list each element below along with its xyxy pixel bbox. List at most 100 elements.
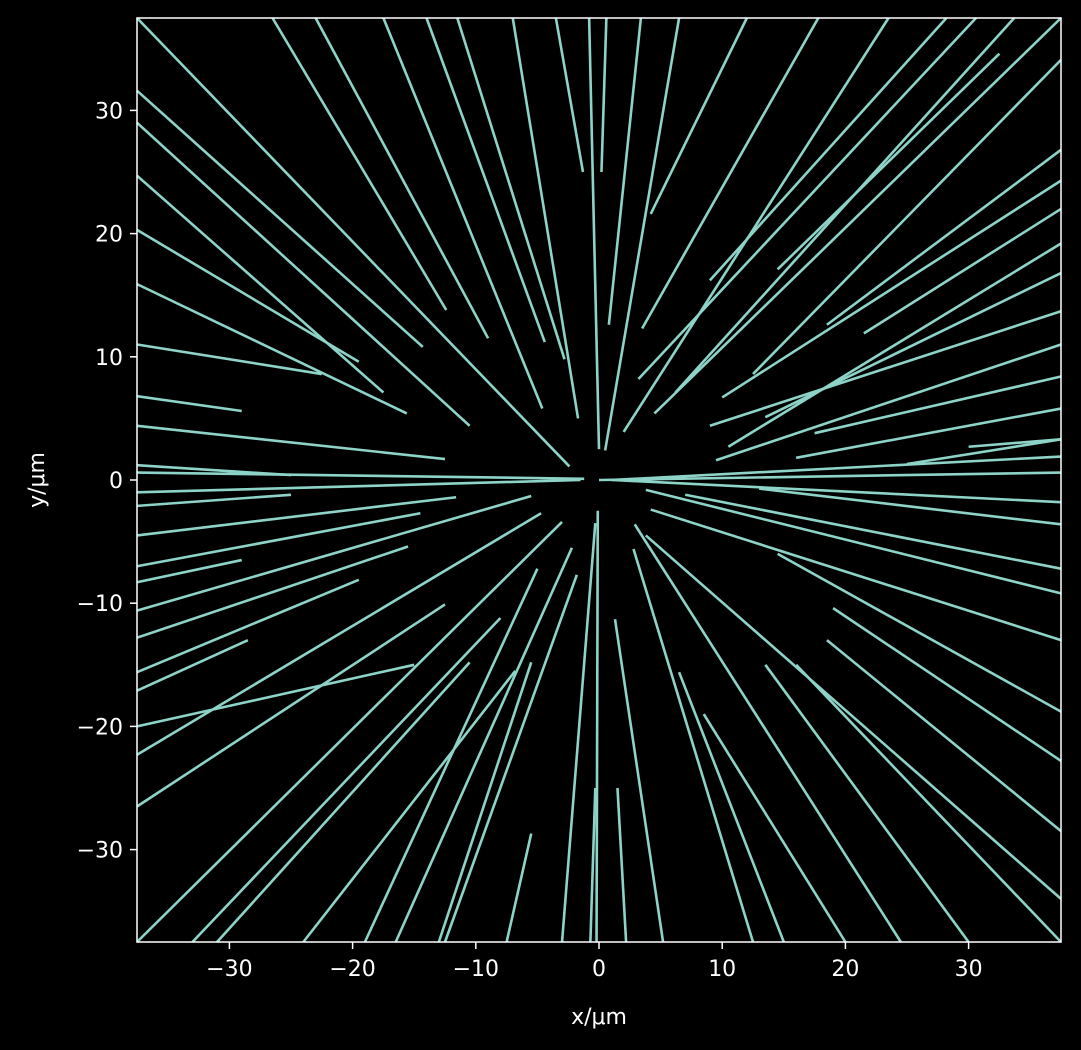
series-line-9 bbox=[795, 407, 1062, 460]
series-line-67 bbox=[560, 523, 597, 943]
series-line-30 bbox=[554, 17, 585, 173]
y-tick-label: 10 bbox=[95, 346, 123, 371]
series-line-45 bbox=[136, 394, 242, 413]
series-line-16 bbox=[826, 148, 1062, 326]
y-tick-label: −10 bbox=[77, 592, 123, 617]
series-line-64 bbox=[443, 574, 579, 943]
series-line-42 bbox=[136, 282, 408, 415]
series-line-68 bbox=[595, 510, 600, 943]
series-line-70 bbox=[616, 787, 628, 943]
y-tick-label: 20 bbox=[95, 223, 123, 248]
series-line-43 bbox=[136, 343, 323, 376]
series-line-48 bbox=[136, 495, 457, 537]
series-line-35 bbox=[314, 17, 490, 339]
series-line-74 bbox=[702, 713, 847, 943]
plot-lines bbox=[136, 17, 1062, 943]
x-tick-label: 0 bbox=[592, 957, 606, 982]
series-line-7 bbox=[968, 438, 1062, 449]
x-axis: −30 −20 −10 0 10 20 30 bbox=[206, 942, 983, 982]
series-line-83 bbox=[684, 493, 1062, 570]
series-line-53 bbox=[136, 578, 360, 674]
series-line-18 bbox=[653, 17, 1062, 415]
series-line-85 bbox=[645, 488, 1062, 595]
y-tick-label: −20 bbox=[77, 715, 123, 740]
series-line-52 bbox=[136, 494, 532, 612]
series-line-63 bbox=[394, 547, 574, 943]
series-line-25 bbox=[649, 17, 749, 215]
series-line-11 bbox=[721, 179, 1062, 399]
x-tick-label: −10 bbox=[453, 957, 499, 982]
series-line-23 bbox=[622, 17, 890, 433]
series-line-84 bbox=[759, 487, 1062, 526]
series-line-50 bbox=[136, 558, 242, 584]
x-axis-label: x/μm bbox=[571, 1005, 627, 1030]
series-line-12 bbox=[709, 309, 1062, 428]
series-line-40 bbox=[136, 174, 385, 394]
series-line-6 bbox=[906, 438, 1062, 466]
series-line-80 bbox=[832, 607, 1062, 762]
series-line-51 bbox=[136, 545, 409, 639]
series-line-47 bbox=[136, 493, 292, 508]
series-line-61 bbox=[302, 670, 517, 943]
x-tick-label: 30 bbox=[955, 957, 983, 982]
series-line-10 bbox=[814, 375, 1062, 435]
y-tick-label: −30 bbox=[77, 839, 123, 864]
y-axis: −30 −20 −10 0 10 20 30 bbox=[77, 99, 137, 864]
series-line-59 bbox=[191, 617, 502, 943]
series-line-72 bbox=[632, 548, 755, 943]
series-line-27 bbox=[607, 17, 643, 325]
series-line-46 bbox=[136, 463, 292, 477]
series-line-44 bbox=[136, 424, 446, 461]
series-line-82 bbox=[650, 508, 1062, 642]
series-line-28 bbox=[600, 17, 608, 173]
series-line-78 bbox=[644, 534, 1062, 900]
series-line-24 bbox=[640, 17, 820, 330]
series-line-14 bbox=[727, 242, 1062, 448]
x-tick-label: 10 bbox=[708, 957, 736, 982]
series-line-17 bbox=[752, 58, 1062, 375]
series-line-15 bbox=[863, 207, 1062, 335]
series-line-73 bbox=[677, 671, 786, 943]
series-line-77 bbox=[795, 663, 1062, 943]
series-line-8 bbox=[715, 343, 1062, 462]
series-line-75 bbox=[633, 523, 902, 943]
series-line-3 bbox=[136, 478, 581, 494]
y-axis-label: y/μm bbox=[25, 452, 50, 508]
series-line-76 bbox=[764, 664, 970, 943]
series-line-81 bbox=[777, 552, 1062, 713]
series-line-5 bbox=[611, 455, 1062, 482]
series-line-29 bbox=[587, 17, 601, 450]
series-line-26 bbox=[603, 17, 681, 451]
series-line-58 bbox=[136, 520, 563, 943]
series-line-66 bbox=[505, 833, 533, 943]
series-line-65 bbox=[437, 661, 533, 943]
x-tick-label: −30 bbox=[206, 957, 252, 982]
series-line-55 bbox=[136, 663, 415, 728]
series-line-56 bbox=[136, 512, 542, 756]
series-line-33 bbox=[382, 17, 544, 410]
series-line-60 bbox=[216, 661, 471, 943]
series-line-22 bbox=[776, 52, 1001, 271]
series-line-62 bbox=[363, 568, 539, 943]
series-line-54 bbox=[136, 638, 249, 692]
x-tick-label: −20 bbox=[329, 957, 375, 982]
series-line-34 bbox=[425, 17, 547, 343]
y-tick-label: 30 bbox=[95, 99, 123, 124]
series-line-32 bbox=[456, 17, 566, 360]
series-line-79 bbox=[826, 639, 1062, 833]
series-line-31 bbox=[511, 17, 580, 419]
x-tick-label: 20 bbox=[831, 957, 859, 982]
series-line-57 bbox=[136, 603, 446, 808]
series-line-38 bbox=[136, 89, 424, 348]
series-line-39 bbox=[136, 121, 471, 427]
series-line-4 bbox=[136, 471, 585, 481]
series-line-37 bbox=[136, 17, 571, 468]
series-line-41 bbox=[136, 228, 360, 363]
series-line-2 bbox=[612, 478, 1062, 504]
series-line-1 bbox=[598, 471, 1062, 482]
series-line-36 bbox=[271, 17, 448, 311]
series-line-71 bbox=[613, 619, 665, 943]
series-line-49 bbox=[136, 511, 421, 568]
series-line-69 bbox=[589, 787, 597, 943]
